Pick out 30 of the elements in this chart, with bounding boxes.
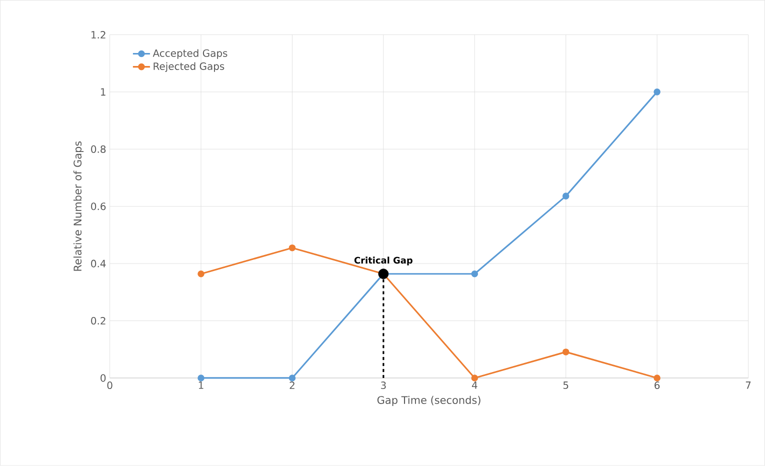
x-tick-label: 1 (198, 382, 204, 389)
point (471, 374, 478, 382)
y-tick-label: 1.2 (92, 31, 106, 39)
point (198, 270, 204, 278)
y-tick-label: 0.2 (91, 317, 106, 325)
y-tick-label: 1 (101, 88, 106, 96)
x-tick-label: 3 (381, 382, 386, 390)
x-tick-label: 2 (290, 382, 294, 390)
point (288, 244, 296, 252)
point (471, 270, 478, 278)
y-tick-label: 0.8 (91, 145, 106, 154)
y-axis-title: Relative Number of Gaps (73, 142, 84, 271)
x-tick-label: 4 (472, 382, 478, 389)
legend-label: Rejected Gaps (154, 62, 224, 72)
x-tick-label: 6 (654, 382, 660, 390)
x-tick-label: 0 (107, 382, 112, 390)
legend-label: Accepted Gaps (152, 49, 228, 59)
x-tick-label: 5 (563, 382, 568, 390)
y-tick-label: 0 (100, 374, 106, 382)
point (654, 88, 660, 96)
annotation: Critical Gap (354, 256, 412, 266)
y-tick-label: 0.6 (91, 202, 106, 210)
point (288, 374, 296, 382)
point (562, 348, 570, 356)
y-tick-label: 0.4 (91, 260, 106, 268)
point (654, 374, 660, 382)
x-tick-label: 7 (746, 382, 751, 389)
point (562, 192, 570, 200)
x-axis-title: Gap Time (seconds) (377, 396, 480, 406)
point (198, 374, 204, 382)
